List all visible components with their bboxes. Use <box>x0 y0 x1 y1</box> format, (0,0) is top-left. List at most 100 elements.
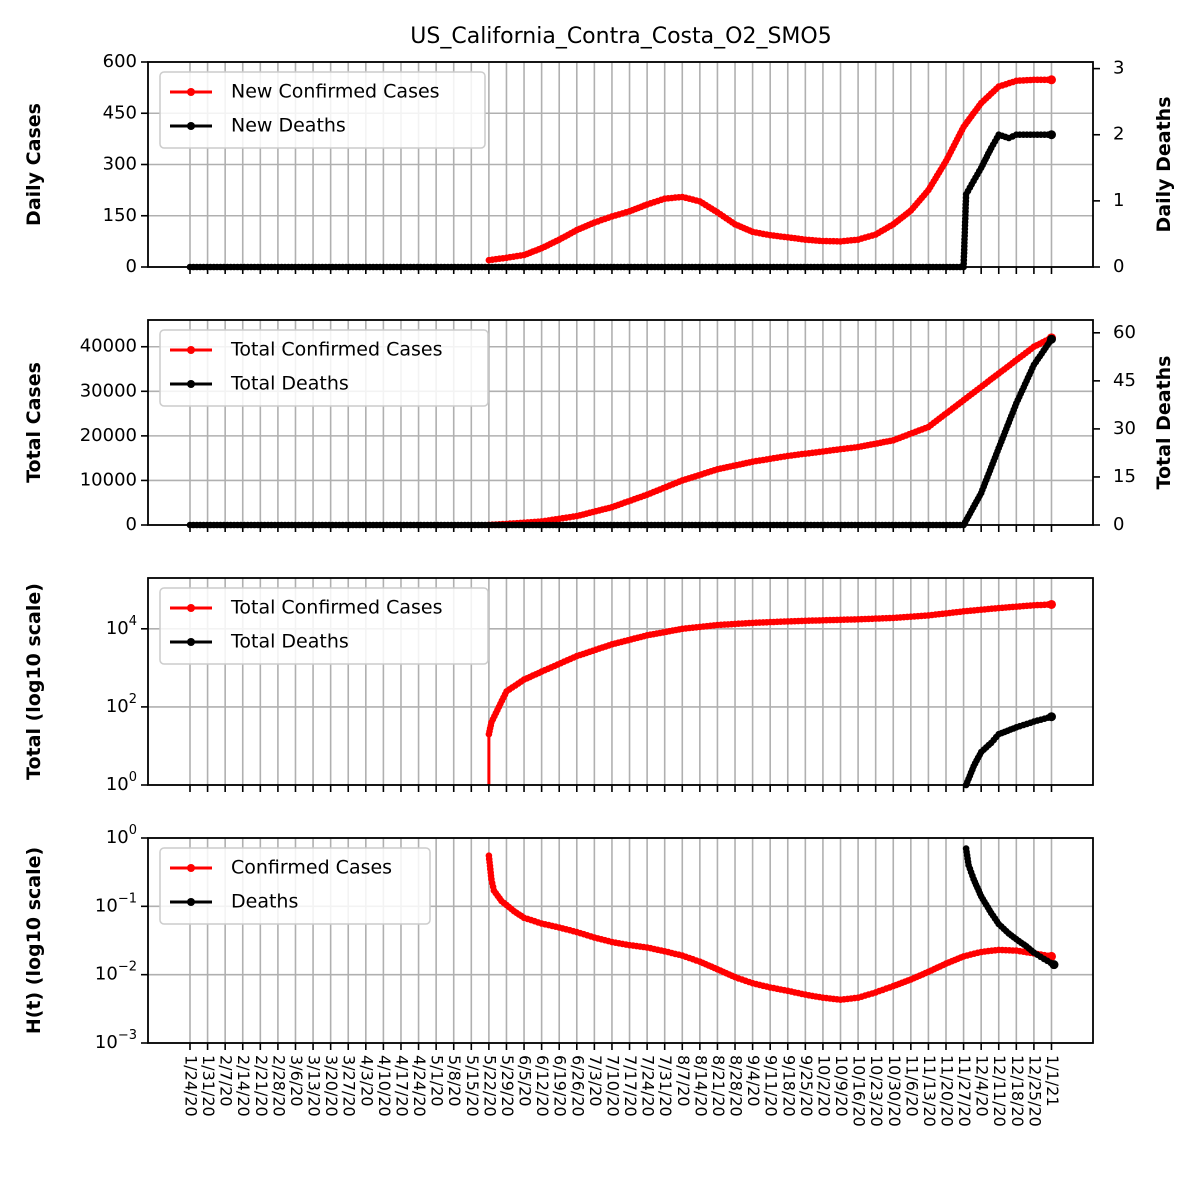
x-tick-label: 2/7/20 <box>217 1055 236 1107</box>
data-point <box>1049 960 1059 970</box>
panel-3: 100 102 104 Total (log10 scale) Total Confir… <box>23 577 1094 795</box>
x-axis-ticks: 1/24/201/31/202/7/202/14/202/21/202/28/2… <box>182 1055 1063 1127</box>
legend-box <box>159 847 431 925</box>
y2-tick-label: 0 <box>1113 256 1124 277</box>
legend: Total Confirmed Cases Total Deaths <box>159 329 489 407</box>
panel-2: 0 10000 20000 30000 40000 0 15 30 45 60 Total Case… <box>23 319 1175 535</box>
x-tick-label: 12/18/20 <box>1008 1055 1027 1127</box>
x-tick-label: 7/10/20 <box>604 1055 623 1117</box>
data-point <box>1046 334 1056 344</box>
plot-frame <box>147 577 1094 786</box>
legend-entry: Total Deaths <box>230 631 349 653</box>
legend-swatch-marker <box>187 898 195 906</box>
data-point <box>1046 599 1056 609</box>
series-total-confirmed-cases <box>485 333 1056 529</box>
y2-axis-label: Total Deaths <box>1153 356 1175 490</box>
x-tick-label: 2/14/20 <box>234 1055 253 1117</box>
legend-entry: New Confirmed Cases <box>231 81 440 103</box>
legend-entry: Deaths <box>231 891 298 913</box>
x-tick-label: 8/14/20 <box>691 1055 710 1117</box>
series-new-confirmed-cases <box>485 75 1056 264</box>
x-tick-label: 4/10/20 <box>375 1055 394 1117</box>
x-tick-label: 8/7/20 <box>674 1055 693 1107</box>
x-tick-label: 8/28/20 <box>727 1055 746 1117</box>
x-tick-label: 6/12/20 <box>533 1055 552 1117</box>
x-tick-label: 9/4/20 <box>744 1055 763 1107</box>
y-tick-label: 10−2 <box>95 959 137 985</box>
x-tick-label: 3/20/20 <box>322 1055 341 1117</box>
x-tick-label: 3/27/20 <box>340 1055 359 1117</box>
x-tick-label: 2/28/20 <box>269 1055 288 1117</box>
x-tick-label: 9/11/20 <box>762 1055 781 1117</box>
series-new-deaths <box>186 130 1056 271</box>
legend: Confirmed Cases Deaths <box>159 847 431 925</box>
y-tick-label: 30000 <box>80 380 137 401</box>
y-tick-label: 102 <box>106 691 137 717</box>
x-tick-label: 7/17/20 <box>621 1055 640 1117</box>
y-axis-label: Total (log10 scale) <box>23 583 45 780</box>
y-tick-label: 600 <box>103 51 137 72</box>
plot-frame <box>147 837 1094 1044</box>
y-axis-label: H(t) (log10 scale) <box>23 847 45 1034</box>
y-tick-label: 0 <box>126 256 137 277</box>
y2-tick-label: 45 <box>1113 370 1136 391</box>
legend-entry: Confirmed Cases <box>231 857 392 879</box>
x-tick-label: 5/8/20 <box>445 1055 464 1107</box>
x-tick-label: 5/15/20 <box>463 1055 482 1117</box>
legend: New Confirmed Cases New Deaths <box>159 71 486 149</box>
y2-tick-label: 3 <box>1113 58 1124 79</box>
legend-entry: Total Confirmed Cases <box>230 597 443 619</box>
figure-title: US_California_Contra_Costa_O2_SMO5 <box>410 24 831 49</box>
panel-1: 0 150 300 450 600 0 1 2 3 Daily Cases Daily Deaths… <box>23 51 1175 277</box>
x-tick-label: 1/24/20 <box>182 1055 201 1117</box>
y-tick-label: 40000 <box>80 336 137 357</box>
y-tick-label: 450 <box>103 102 137 123</box>
x-tick-label: 8/21/20 <box>709 1055 728 1117</box>
y2-tick-label: 60 <box>1113 322 1136 343</box>
y-tick-label: 150 <box>103 205 137 226</box>
x-tick-label: 9/18/20 <box>779 1055 798 1117</box>
x-tick-label: 6/26/20 <box>568 1055 587 1117</box>
y-tick-label: 100 <box>106 823 137 849</box>
legend-swatch-marker <box>187 638 195 646</box>
y-tick-label: 0 <box>126 514 137 535</box>
y-tick-label: 104 <box>106 613 137 639</box>
x-tick-label: 4/3/20 <box>357 1055 376 1107</box>
x-tick-label: 12/4/20 <box>973 1055 992 1117</box>
x-tick-label: 5/29/20 <box>498 1055 517 1117</box>
x-tick-label: 12/11/20 <box>990 1055 1009 1127</box>
x-tick-label: 11/6/20 <box>902 1055 921 1117</box>
y-axis-label: Daily Cases <box>23 103 45 226</box>
legend-swatch-marker <box>187 346 195 354</box>
x-tick-label: 1/31/20 <box>199 1055 218 1117</box>
x-tick-label: 10/2/20 <box>814 1055 833 1117</box>
data-point <box>1046 712 1056 722</box>
y2-axis-label: Daily Deaths <box>1153 96 1175 232</box>
x-tick-label: 11/27/20 <box>955 1055 974 1127</box>
x-tick-label: 11/13/20 <box>920 1055 939 1127</box>
x-tick-label: 9/25/20 <box>797 1055 816 1117</box>
legend-entry: New Deaths <box>231 115 346 137</box>
legend-swatch-marker <box>187 380 195 388</box>
y2-tick-label: 15 <box>1113 466 1136 487</box>
legend-entry: Total Confirmed Cases <box>230 339 443 361</box>
data-point <box>1046 130 1056 140</box>
x-tick-label: 3/6/20 <box>287 1055 306 1107</box>
plot-frame <box>147 319 1094 526</box>
legend-swatch-marker <box>187 88 195 96</box>
x-tick-label: 1/1/21 <box>1043 1055 1062 1107</box>
x-tick-label: 7/24/20 <box>639 1055 658 1117</box>
legend-swatch-marker <box>187 122 195 130</box>
y2-tick-label: 2 <box>1113 124 1124 145</box>
series-total-deaths <box>962 712 1056 789</box>
y-tick-label: 20000 <box>80 425 137 446</box>
y-axis-label: Total Cases <box>23 362 45 483</box>
x-tick-label: 10/30/20 <box>885 1055 904 1127</box>
y2-tick-label: 30 <box>1113 418 1136 439</box>
legend-swatch-marker <box>187 864 195 872</box>
y2-tick-label: 0 <box>1113 514 1124 535</box>
series-total-confirmed-cases <box>485 599 1056 785</box>
legend-swatch-marker <box>187 604 195 612</box>
x-tick-label: 6/19/20 <box>551 1055 570 1117</box>
